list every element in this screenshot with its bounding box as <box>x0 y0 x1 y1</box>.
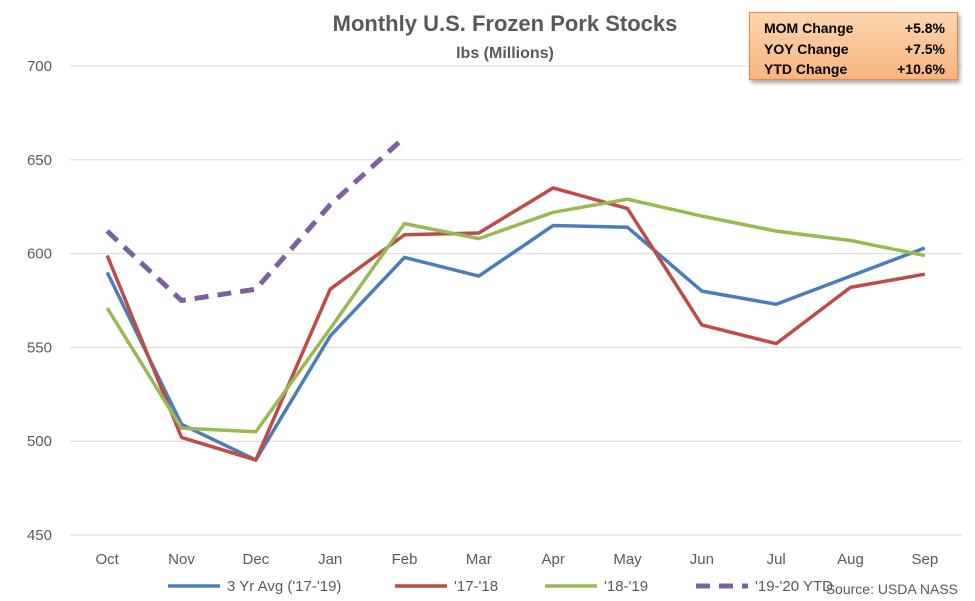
chart-subtitle: lbs (Millions) <box>456 45 554 62</box>
x-tick-label-jan: Jan <box>318 551 342 568</box>
x-tick-label-apr: Apr <box>541 551 564 568</box>
series-line-1 <box>105 186 926 462</box>
x-tick-label-nov: Nov <box>168 551 195 568</box>
x-tick-label-dec: Dec <box>242 551 269 568</box>
series-line-0 <box>105 223 926 462</box>
legend-label-1: '17-'18 <box>454 578 498 595</box>
y-tick-label-700: 700 <box>27 58 52 75</box>
gridlines <box>70 65 962 536</box>
legend: 3 Yr Avg ('17-'19) '17-'18 '18-'19 '19-'20 … <box>168 578 833 595</box>
series-lines <box>105 135 926 462</box>
x-tick-label-feb: Feb <box>392 551 418 568</box>
x-axis-tick-labels: Oct Nov Dec Jan Feb Mar Apr May Jun Jul Aug Sep <box>95 551 938 568</box>
legend-label-3: '19-'20 YTD <box>755 578 833 595</box>
stat-row-ytd: YTD Change +10.6% <box>764 59 945 80</box>
mom-change-value: +5.8% <box>904 20 945 36</box>
x-tick-label-oct: Oct <box>95 551 119 568</box>
stat-row-yoy: YOY Change +7.5% <box>764 39 945 60</box>
x-tick-label-sep: Sep <box>911 551 938 568</box>
x-tick-label-jun: Jun <box>690 551 714 568</box>
series-line-3 <box>105 135 407 303</box>
source-note: Source: USDA NASS <box>826 581 958 597</box>
ytd-change-value: +10.6% <box>897 61 945 77</box>
change-summary-box: MOM Change +5.8% YOY Change +7.5% YTD Ch… <box>749 12 958 80</box>
x-tick-label-jul: Jul <box>767 551 786 568</box>
x-tick-label-mar: Mar <box>466 551 492 568</box>
x-tick-label-may: May <box>613 551 642 568</box>
y-tick-label-500: 500 <box>27 433 52 450</box>
y-axis-tick-labels: 450 500 550 600 650 700 <box>27 58 52 544</box>
ytd-change-label: YTD Change <box>764 61 848 77</box>
legend-label-0: 3 Yr Avg ('17-'19) <box>227 578 341 595</box>
y-tick-label-450: 450 <box>27 527 52 544</box>
y-tick-label-650: 650 <box>27 152 52 169</box>
y-tick-label-550: 550 <box>27 339 52 356</box>
series-line-2 <box>105 197 926 434</box>
legend-label-2: '18-'19 <box>604 578 648 595</box>
yoy-change-value: +7.5% <box>904 40 945 57</box>
y-tick-label-600: 600 <box>27 246 52 263</box>
stat-row-mom: MOM Change +5.8% <box>764 18 945 39</box>
x-tick-label-aug: Aug <box>837 551 864 568</box>
yoy-change-label: YOY Change <box>764 40 849 57</box>
mom-change-label: MOM Change <box>764 20 854 36</box>
chart-title: Monthly U.S. Frozen Pork Stocks <box>333 11 678 36</box>
